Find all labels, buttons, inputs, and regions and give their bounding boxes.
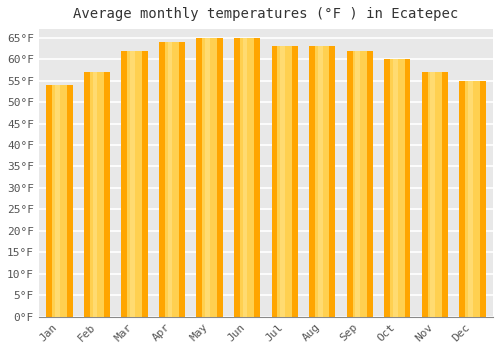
Bar	[196, 38, 223, 317]
Bar	[465, 80, 479, 317]
Bar	[315, 46, 330, 317]
Bar	[46, 85, 72, 317]
Title: Average monthly temperatures (°F ) in Ecatepec: Average monthly temperatures (°F ) in Ec…	[74, 7, 458, 21]
Bar	[84, 72, 110, 317]
Bar	[346, 50, 373, 317]
Bar	[90, 72, 104, 317]
Bar	[234, 38, 260, 317]
Bar	[352, 50, 367, 317]
Bar	[393, 59, 398, 317]
Bar	[205, 38, 210, 317]
Bar	[422, 72, 448, 317]
Bar	[242, 38, 248, 317]
Bar	[128, 50, 142, 317]
Bar	[202, 38, 217, 317]
Bar	[468, 80, 472, 317]
Bar	[356, 50, 360, 317]
Bar	[384, 59, 410, 317]
Bar	[92, 72, 98, 317]
Bar	[168, 42, 172, 317]
Bar	[309, 46, 336, 317]
Bar	[460, 80, 485, 317]
Bar	[428, 72, 442, 317]
Bar	[272, 46, 298, 317]
Bar	[430, 72, 435, 317]
Bar	[55, 85, 60, 317]
Bar	[240, 38, 254, 317]
Bar	[159, 42, 185, 317]
Bar	[130, 50, 135, 317]
Bar	[278, 46, 292, 317]
Bar	[318, 46, 322, 317]
Bar	[390, 59, 404, 317]
Bar	[280, 46, 285, 317]
Bar	[122, 50, 148, 317]
Bar	[52, 85, 66, 317]
Bar	[165, 42, 180, 317]
